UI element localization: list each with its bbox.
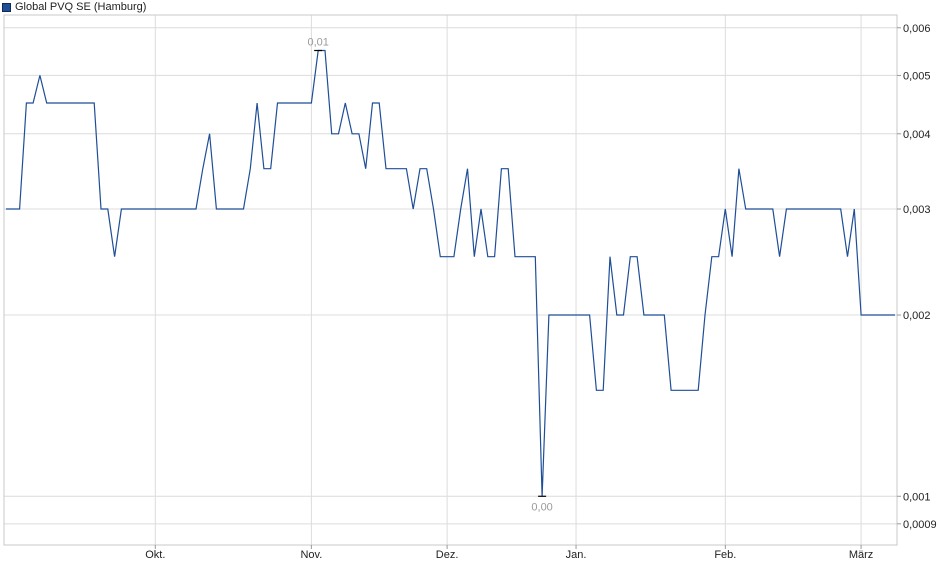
annotation-label: 0,00	[531, 501, 552, 513]
series-group	[6, 49, 895, 497]
y-tick-label: 0,006	[903, 23, 931, 35]
price-line	[6, 49, 895, 497]
x-tick-label: Jan.	[566, 549, 587, 561]
legend-swatch	[2, 2, 11, 12]
y-tick-label: 0,002	[903, 310, 931, 322]
x-tick-label: Nov.	[300, 549, 322, 561]
vertical-grid	[154, 15, 862, 545]
x-tick-label: Okt.	[145, 549, 165, 561]
x-tick-label: März	[849, 549, 873, 561]
y-tick-label: 0,001	[903, 491, 931, 503]
y-tick-label: 0,005	[903, 70, 931, 82]
y-axis: 0,006 0,005 0,004 0,003 0,002 0,001 0,0009	[897, 23, 937, 531]
y-tick-label: 0,003	[903, 204, 931, 216]
legend-label: Global PVQ SE (Hamburg)	[15, 1, 147, 13]
annotations: 0,01 0,00	[307, 37, 552, 514]
plot-frame	[3, 14, 898, 546]
x-tick-label: Feb.	[714, 549, 736, 561]
y-tick-label: 0,004	[903, 129, 931, 141]
horizontal-grid	[4, 27, 897, 525]
x-tick-label: Dez.	[436, 549, 459, 561]
y-tick-label: 0,0009	[903, 519, 937, 531]
annotation-label: 0,01	[307, 37, 328, 49]
chart-legend: Global PVQ SE (Hamburg)	[2, 0, 146, 14]
x-axis: Okt. Nov. Dez. Jan. Feb. März	[145, 545, 873, 561]
